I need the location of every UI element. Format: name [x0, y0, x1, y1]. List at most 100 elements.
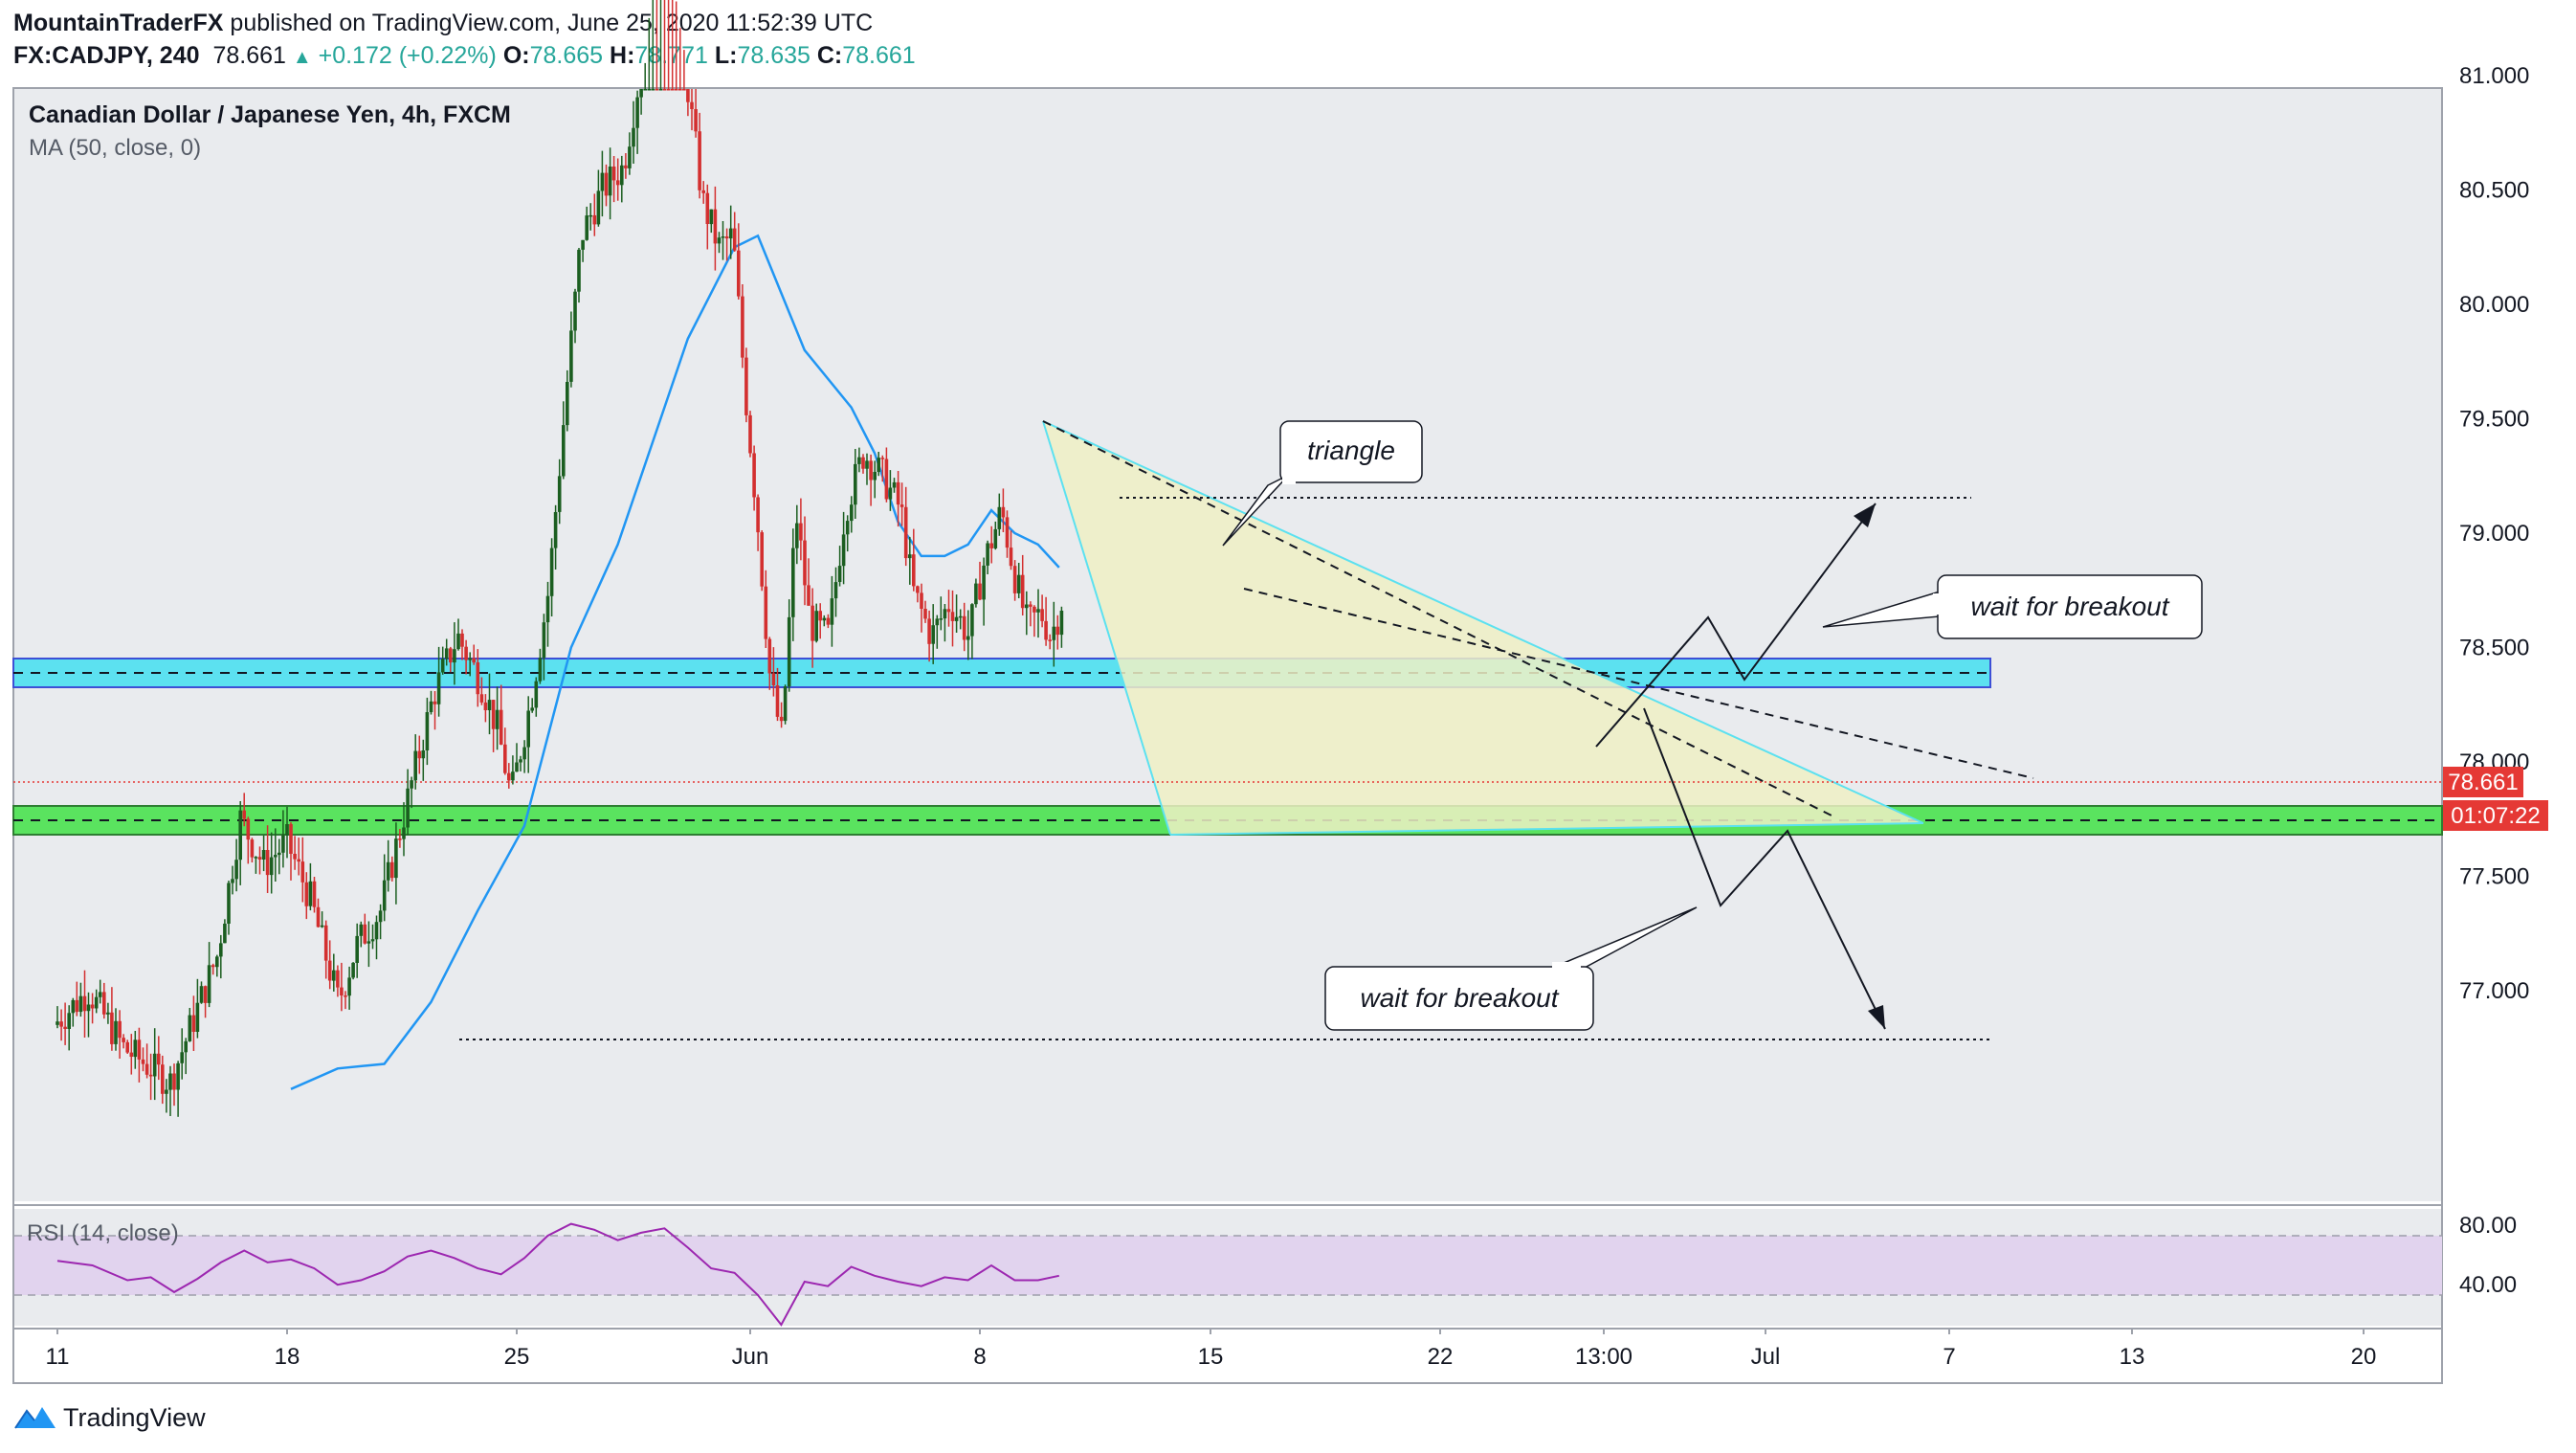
bearish-scenario-path[interactable] — [1643, 707, 1886, 1030]
candle-body[interactable] — [281, 835, 285, 853]
candle-body[interactable] — [499, 709, 503, 745]
candle-body[interactable] — [82, 995, 87, 1012]
candle-body[interactable] — [982, 565, 986, 600]
tradingview-logo-icon[interactable] — [13, 1401, 57, 1432]
candle-body[interactable] — [56, 1021, 59, 1025]
candle-body[interactable] — [293, 854, 297, 860]
candle-body[interactable] — [530, 707, 534, 711]
candle-body[interactable] — [779, 716, 784, 722]
candle-body[interactable] — [122, 1038, 125, 1042]
candle-body[interactable] — [285, 824, 289, 836]
candle-body[interactable] — [227, 883, 231, 925]
candle-body[interactable] — [1012, 566, 1017, 593]
candle-body[interactable] — [1036, 609, 1040, 613]
price-chart[interactable]: triangle wait for breakout wait for brea… — [0, 0, 2576, 1397]
triangle-lower-line[interactable] — [1169, 822, 1924, 836]
candle-body[interactable] — [161, 1064, 165, 1094]
candle-body[interactable] — [717, 237, 722, 244]
candle-body[interactable] — [639, 89, 643, 98]
candle-body[interactable] — [958, 615, 963, 618]
footer-brand[interactable]: TradingView — [63, 1403, 206, 1432]
candle-body[interactable] — [1055, 626, 1060, 636]
candle-body[interactable] — [519, 759, 522, 763]
candle-body[interactable] — [157, 1053, 161, 1065]
bullish-scenario-path[interactable] — [1595, 503, 1876, 748]
candle-body[interactable] — [569, 330, 573, 382]
candle-body[interactable] — [444, 648, 449, 659]
candle-body[interactable] — [1048, 639, 1052, 641]
candle-body[interactable] — [943, 609, 947, 619]
candle-body[interactable] — [176, 1062, 180, 1090]
candle-body[interactable] — [997, 506, 1002, 529]
candle-body[interactable] — [86, 1004, 91, 1012]
candle-body[interactable] — [137, 1039, 142, 1060]
candle-body[interactable] — [721, 236, 725, 238]
candle-body[interactable] — [269, 857, 274, 876]
candle-body[interactable] — [908, 554, 912, 559]
rsi-legend[interactable]: RSI (14, close) — [27, 1220, 179, 1246]
candle-body[interactable] — [920, 592, 923, 609]
candle-body[interactable] — [491, 700, 496, 729]
candle-body[interactable] — [261, 850, 266, 860]
candle-body[interactable] — [464, 646, 468, 660]
candle-body[interactable] — [172, 1073, 176, 1090]
candle-body[interactable] — [814, 611, 818, 641]
candle-body[interactable] — [931, 625, 935, 644]
candle-body[interactable] — [141, 1059, 145, 1064]
candle-body[interactable] — [308, 881, 313, 906]
candle-body[interactable] — [632, 127, 635, 147]
candle-body[interactable] — [553, 512, 558, 548]
candle-body[interactable] — [382, 880, 387, 911]
candle-body[interactable] — [472, 658, 476, 663]
candle-body[interactable] — [892, 481, 897, 488]
candle-body[interactable] — [701, 190, 705, 193]
candle-body[interactable] — [257, 857, 262, 860]
candle-body[interactable] — [323, 925, 328, 961]
candle-body[interactable] — [78, 995, 83, 1013]
candle-body[interactable] — [585, 215, 588, 240]
candle-body[interactable] — [549, 548, 554, 596]
candle-body[interactable] — [440, 659, 445, 673]
time-axis[interactable]: 11 18 25 Jun 8 15 22 13:00 Jul 7 13 20 — [46, 1329, 2377, 1370]
candle-body[interactable] — [102, 992, 106, 1015]
candle-body[interactable] — [366, 941, 371, 944]
candle-body[interactable] — [332, 970, 336, 981]
candle-body[interactable] — [873, 472, 877, 481]
candle-body[interactable] — [880, 458, 885, 459]
candle-body[interactable] — [406, 788, 410, 828]
candle-body[interactable] — [476, 662, 480, 695]
candle-body[interactable] — [912, 554, 916, 587]
candle-body[interactable] — [542, 622, 546, 659]
candle-body[interactable] — [234, 860, 238, 880]
author-name[interactable]: MountainTraderFX — [13, 10, 224, 36]
candle-body[interactable] — [312, 881, 317, 907]
candle-body[interactable] — [456, 633, 460, 650]
candle-body[interactable] — [939, 618, 944, 620]
candle-body[interactable] — [624, 165, 628, 168]
candle-body[interactable] — [503, 744, 507, 773]
callout-triangle-box[interactable] — [1279, 420, 1423, 483]
candle-body[interactable] — [1044, 620, 1048, 640]
candle-body[interactable] — [545, 595, 550, 623]
candle-body[interactable] — [1059, 611, 1064, 636]
candle-body[interactable] — [250, 839, 255, 858]
candle-body[interactable] — [896, 481, 900, 505]
candle-body[interactable] — [316, 906, 321, 928]
symbol-label[interactable]: FX:CADJPY, 240 — [13, 42, 200, 69]
candle-body[interactable] — [390, 861, 394, 879]
candle-body[interactable] — [495, 709, 500, 729]
candle-body[interactable] — [436, 672, 441, 704]
triangle-left-line[interactable] — [1042, 420, 1171, 836]
candle-body[interactable] — [106, 1012, 110, 1015]
candle-body[interactable] — [63, 1026, 67, 1029]
candle-body[interactable] — [413, 750, 417, 781]
candle-body[interactable] — [515, 762, 519, 772]
candle-body[interactable] — [837, 566, 842, 582]
candle-body[interactable] — [865, 460, 869, 469]
candle-body[interactable] — [90, 1004, 95, 1009]
candle-body[interactable] — [468, 658, 472, 660]
candle-body[interactable] — [487, 700, 492, 710]
candle-body[interactable] — [347, 977, 351, 996]
candle-body[interactable] — [203, 986, 208, 1003]
candle-body[interactable] — [861, 457, 865, 469]
